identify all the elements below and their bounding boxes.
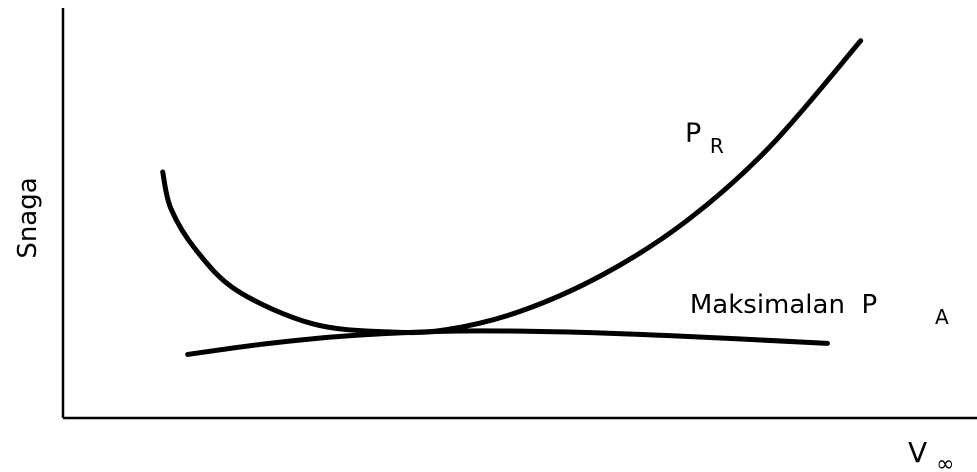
y-axis-label: Snaga <box>13 177 43 258</box>
series-pr-curve <box>160 38 864 336</box>
x-axis-label-main: V <box>908 436 927 469</box>
x-axis-label-sub: ∞ <box>936 452 954 472</box>
x-axis-label: V ∞ <box>908 436 954 472</box>
series-pa-curve <box>185 328 830 357</box>
series-label-pa-main: Maksimalan P <box>690 290 877 320</box>
series-label-pa-sub: A <box>935 305 949 329</box>
series-layer <box>160 38 864 357</box>
series-label-pr-main: P <box>685 118 701 149</box>
series-label-pr: P R <box>685 118 724 158</box>
series-label-pa: Maksimalan P A <box>632 290 977 331</box>
series-label-pr-sub: R <box>710 134 724 158</box>
